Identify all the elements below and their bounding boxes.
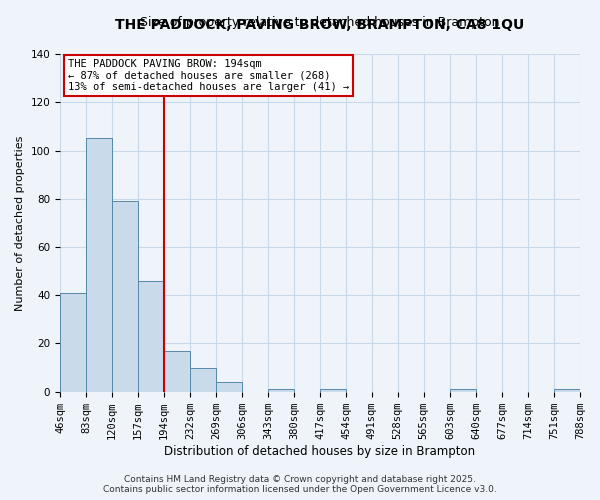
Bar	[138, 281, 164, 392]
Bar	[320, 390, 346, 392]
Bar	[112, 201, 138, 392]
Bar	[268, 390, 294, 392]
Text: THE PADDOCK PAVING BROW: 194sqm
← 87% of detached houses are smaller (268)
13% o: THE PADDOCK PAVING BROW: 194sqm ← 87% of…	[68, 59, 349, 92]
Y-axis label: Number of detached properties: Number of detached properties	[15, 135, 25, 310]
Bar	[86, 138, 112, 392]
Bar	[451, 390, 476, 392]
Bar	[164, 350, 190, 392]
Bar	[190, 368, 216, 392]
Bar	[554, 390, 580, 392]
Text: THE PADDOCK, PAVING BROW, BRAMPTON, CA8 1QU: THE PADDOCK, PAVING BROW, BRAMPTON, CA8 …	[115, 18, 524, 32]
X-axis label: Distribution of detached houses by size in Brampton: Distribution of detached houses by size …	[164, 444, 476, 458]
Bar	[216, 382, 242, 392]
Title: Size of property relative to detached houses in Brampton: Size of property relative to detached ho…	[140, 16, 500, 29]
Bar	[60, 293, 86, 392]
Text: Contains HM Land Registry data © Crown copyright and database right 2025.
Contai: Contains HM Land Registry data © Crown c…	[103, 474, 497, 494]
